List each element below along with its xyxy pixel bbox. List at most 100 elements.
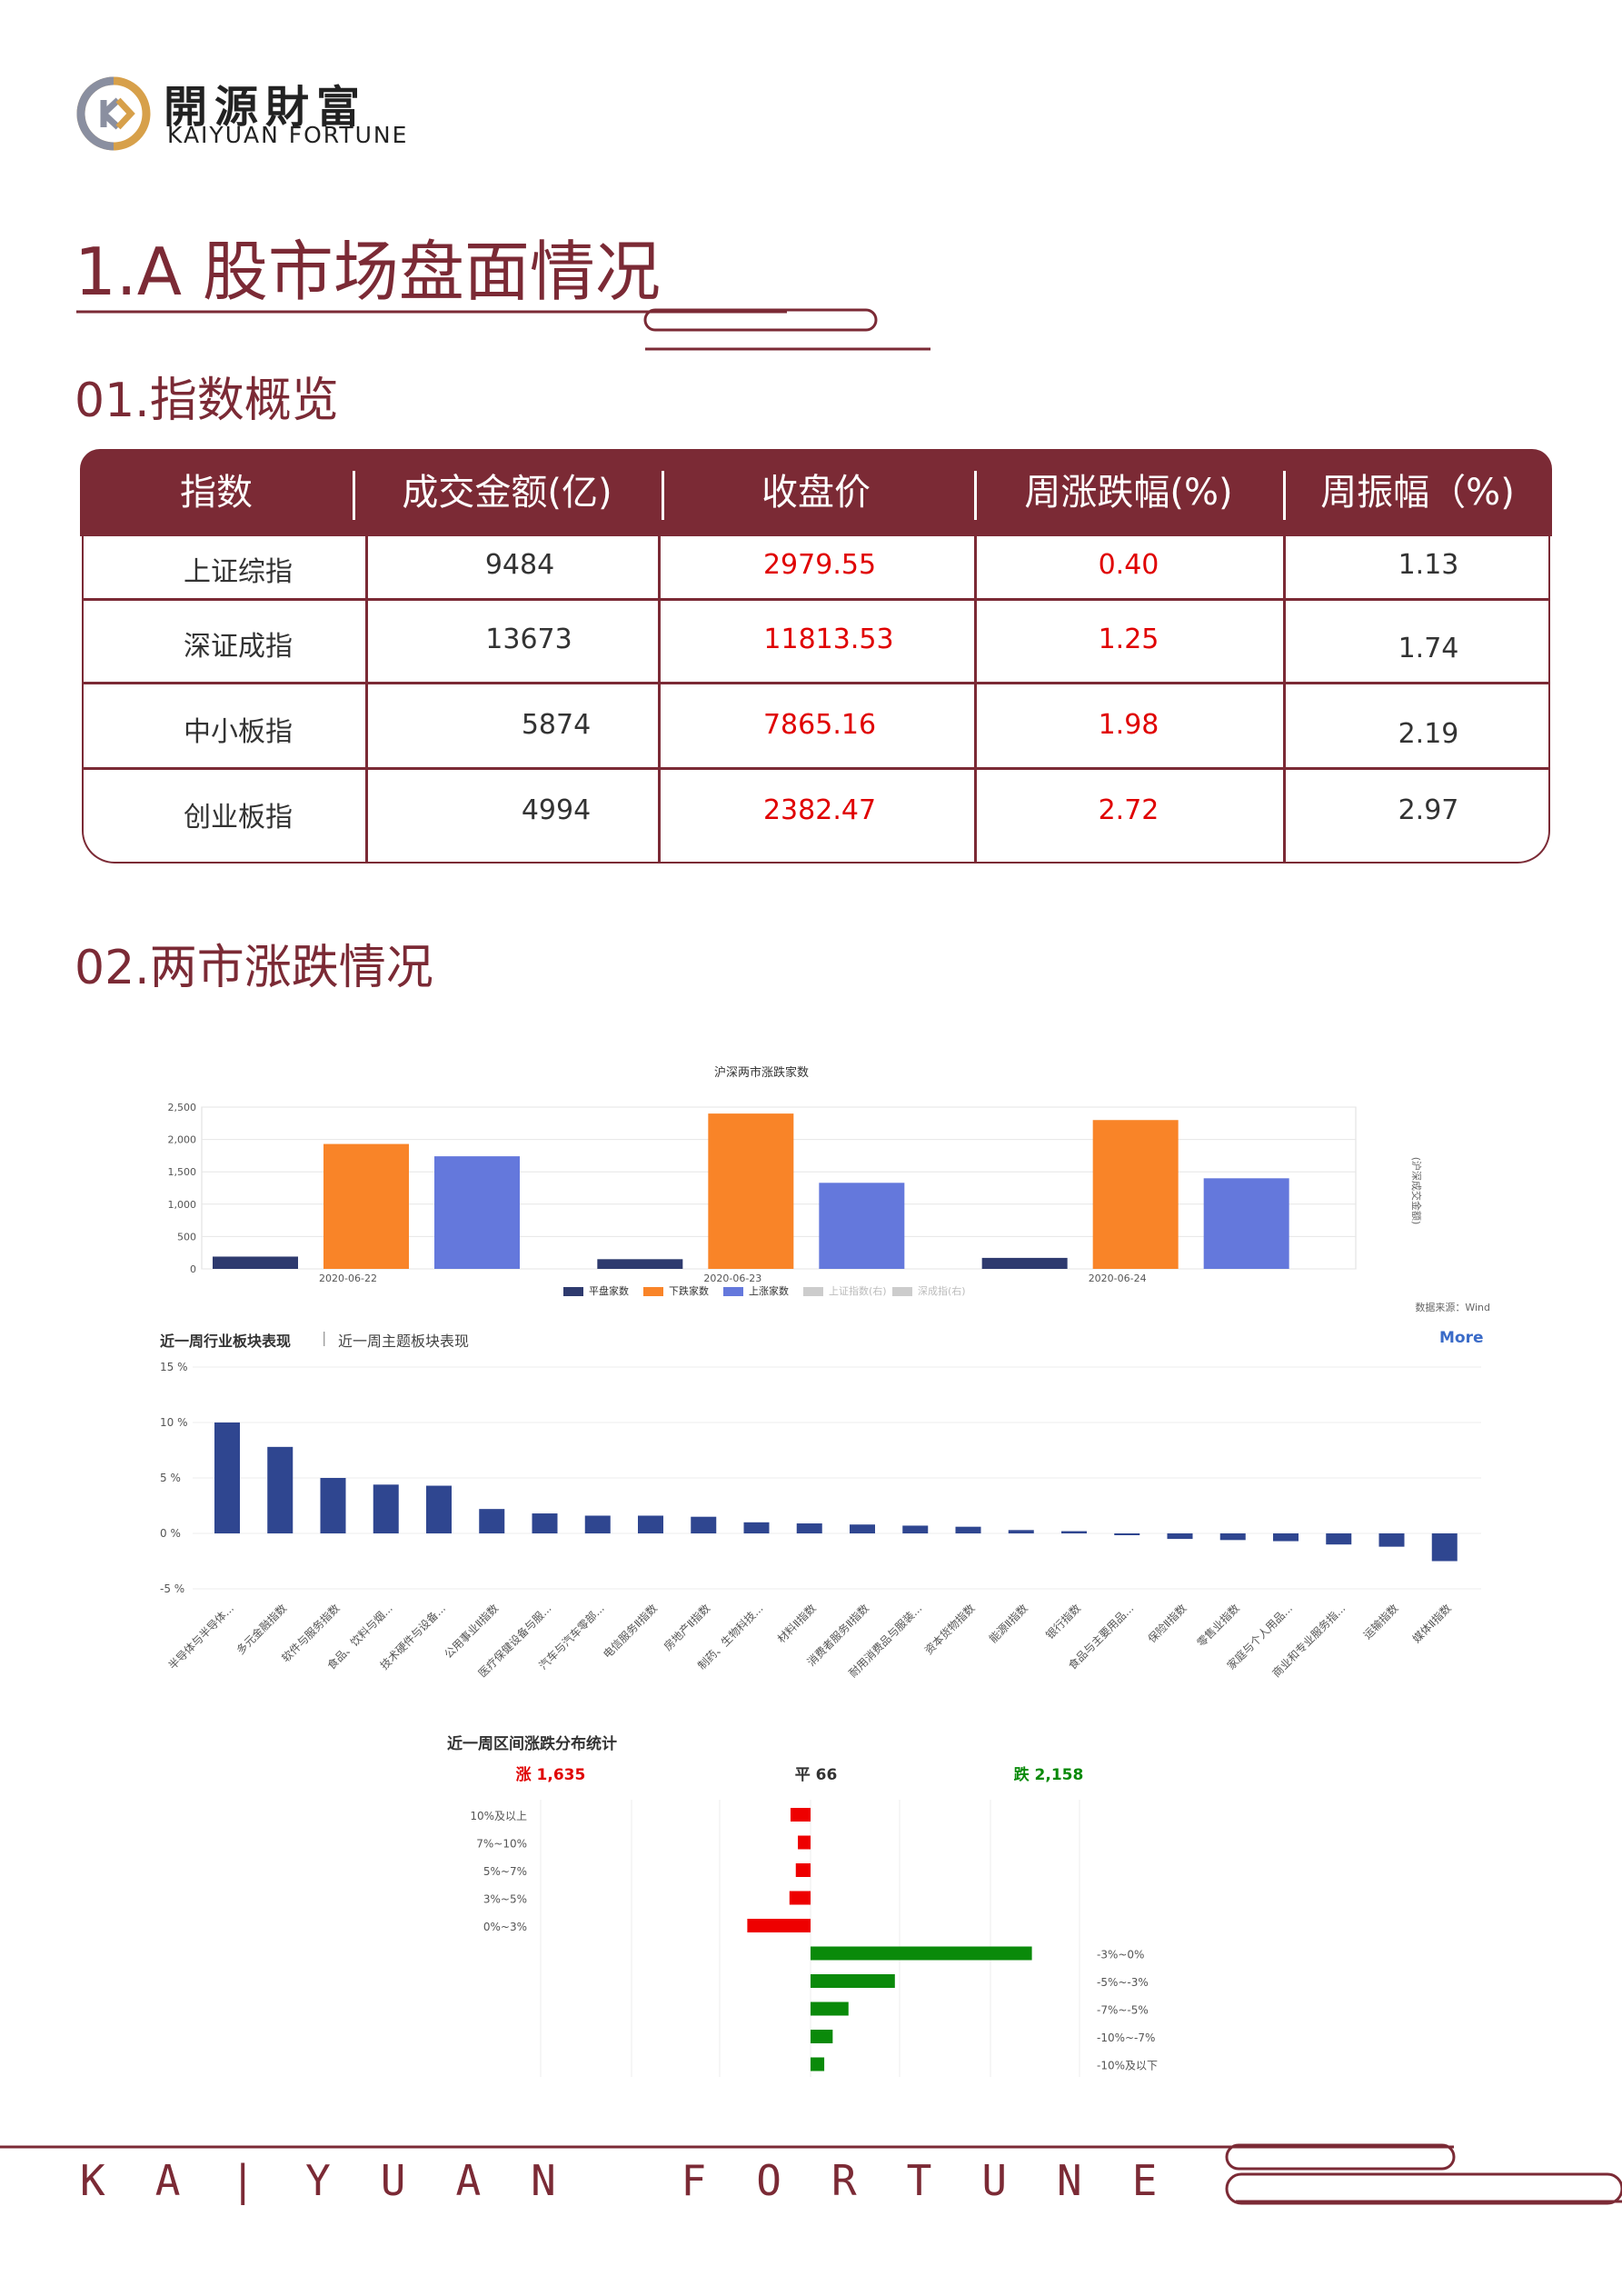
bar (1219, 1533, 1246, 1541)
header-separator (662, 471, 664, 520)
cell-weekly-change: 0.40 (1098, 549, 1159, 581)
legend-swatch (723, 1287, 743, 1296)
bar (373, 1484, 399, 1533)
cell-weekly-change: 1.98 (1098, 709, 1159, 741)
brand-name-cn: 開源財富 (164, 82, 368, 133)
cell-volume: 9484 (484, 549, 555, 581)
summary-up: 涨 1,635 (516, 1766, 586, 1784)
bar (1203, 1178, 1289, 1269)
category-label: 5%~7% (483, 1865, 527, 1878)
bar (1378, 1533, 1405, 1547)
footer-decoration (0, 2143, 1622, 2205)
bar (850, 1524, 875, 1533)
header-weekly-amplitude: 周振幅（%) (1320, 472, 1515, 514)
subsection-title-advance-decline: 02.两市涨跌情况 (75, 941, 433, 995)
bar (795, 1863, 811, 1877)
cell-close: 11813.53 (763, 624, 894, 655)
y-tick-label: 10 % (160, 1416, 188, 1429)
row-divider (82, 682, 1550, 684)
bar (819, 1183, 905, 1269)
x-tick-label: 2020-06-24 (1089, 1273, 1147, 1284)
x-tick-label: 运输指数 (1360, 1602, 1401, 1642)
bar (811, 2002, 849, 2016)
header-volume: 成交金额(亿) (402, 472, 612, 514)
cell-weekly-change: 1.25 (1098, 624, 1159, 655)
bar (796, 1523, 822, 1533)
legend-swatch (803, 1287, 823, 1296)
cell-amplitude: 2.19 (1398, 718, 1459, 750)
cell-amplitude: 2.97 (1398, 794, 1459, 826)
cell-close: 2382.47 (762, 794, 877, 826)
row-divider (82, 767, 1550, 770)
bar (532, 1513, 558, 1533)
data-source: 数据来源：Wind (1415, 1301, 1490, 1313)
cell-index-name: 上证综指 (184, 556, 293, 588)
y-tick-label: 5 % (160, 1472, 181, 1484)
x-tick-label: 零售业指数 (1194, 1602, 1242, 1650)
bar (902, 1525, 929, 1533)
cell-volume: 4994 (521, 794, 592, 826)
x-tick-label: 资本货物指数 (921, 1602, 978, 1658)
y-tick-label: 0 (190, 1263, 196, 1275)
header-index: 指数 (180, 472, 253, 514)
section-title: 1.A 股市场盘面情况 (75, 234, 661, 310)
category-label: -10%~-7% (1097, 2031, 1155, 2044)
bar (743, 1522, 770, 1533)
x-tick-label: 能源Ⅱ指数 (986, 1602, 1030, 1646)
bar (213, 1256, 298, 1269)
category-label: -3%~0% (1097, 1949, 1144, 1962)
legend-label: 深成指(右) (918, 1284, 966, 1297)
x-tick-label: 银行指数 (1043, 1602, 1084, 1642)
chart-title: 沪深两市涨跌家数 (714, 1065, 809, 1080)
tab-theme[interactable]: 近一周主题板块表现 (338, 1333, 470, 1350)
col-divider (365, 536, 368, 862)
subsection-title-index: 01.指数概览 (75, 374, 339, 428)
tab-divider: | (322, 1329, 327, 1346)
bar (789, 1891, 811, 1905)
x-tick-label: 多元金融指数 (234, 1602, 290, 1658)
cell-volume: 13673 (485, 624, 572, 655)
bar (811, 2057, 825, 2071)
legend-swatch (563, 1287, 583, 1296)
bar (479, 1509, 505, 1533)
chart-x-labels: 2020-06-22 2020-06-23 2020-06-24 (319, 1273, 1147, 1284)
bar (267, 1446, 294, 1533)
bar (638, 1515, 663, 1533)
category-label: -7%~-5% (1097, 2004, 1149, 2017)
x-tick-label: 房地产Ⅱ指数 (661, 1602, 712, 1653)
y-tick-label: -5 % (160, 1582, 184, 1595)
bar (1167, 1533, 1193, 1540)
legend-label: 平盘家数 (589, 1284, 629, 1297)
bar (811, 1946, 1032, 1961)
index-table: 指数 成交金额(亿) 收盘价 周涨跌幅(%) 周振幅（%) 上证综指 9484 … (80, 449, 1552, 863)
y-tick-label: 1,500 (168, 1166, 197, 1178)
bar (708, 1113, 794, 1269)
bar (691, 1516, 717, 1533)
y-tick-label: 2,500 (168, 1102, 197, 1113)
x-tick-label: 公用事业Ⅱ指数 (442, 1602, 502, 1662)
bar (811, 1974, 895, 1988)
bar (981, 1257, 1068, 1269)
chart-title: 近一周区间涨跌分布统计 (447, 1734, 617, 1753)
tab-industry[interactable]: 近一周行业板块表现 (160, 1333, 292, 1350)
legend-swatch (892, 1287, 912, 1296)
y-tick-label: 15 % (160, 1361, 188, 1373)
bar (597, 1259, 683, 1269)
table-body: 上证综指 9484 2979.55 0.40 1.13 深证成指 13673 1… (82, 536, 1550, 863)
header-separator (1283, 471, 1286, 520)
row-divider (82, 598, 1550, 601)
bar (320, 1478, 346, 1533)
bar (747, 1919, 811, 1932)
table-header: 指数 成交金额(亿) 收盘价 周涨跌幅(%) 周振幅（%) (80, 449, 1552, 536)
x-tick-label: 保险Ⅱ指数 (1145, 1602, 1189, 1646)
bar (955, 1526, 981, 1533)
col-divider (1283, 536, 1286, 862)
more-link[interactable]: More (1439, 1329, 1484, 1347)
cell-weekly-change: 2.72 (1098, 794, 1159, 826)
cell-close: 2979.55 (762, 549, 877, 581)
x-tick-label: 2020-06-22 (319, 1273, 377, 1284)
x-tick-label: 电信服务Ⅱ指数 (600, 1602, 660, 1662)
cell-index-name: 创业板指 (184, 802, 293, 834)
bar (426, 1485, 452, 1533)
category-label: 3%~5% (483, 1893, 527, 1906)
